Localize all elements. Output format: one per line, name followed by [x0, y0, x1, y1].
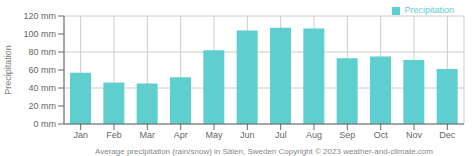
- svg-text:Aug: Aug: [306, 130, 322, 140]
- svg-text:Jan: Jan: [73, 130, 88, 140]
- svg-text:Average precipitation (rain/sn: Average precipitation (rain/snow) in Säl…: [95, 147, 433, 156]
- svg-text:20 mm: 20 mm: [28, 101, 56, 111]
- svg-text:May: May: [205, 130, 223, 140]
- svg-text:Apr: Apr: [174, 130, 188, 140]
- svg-text:Dec: Dec: [439, 130, 456, 140]
- svg-text:80 mm: 80 mm: [28, 47, 56, 57]
- svg-text:Precipitation: Precipitation: [8, 45, 13, 95]
- svg-text:Nov: Nov: [406, 130, 423, 140]
- svg-text:100 mm: 100 mm: [23, 29, 56, 39]
- svg-text:60 mm: 60 mm: [28, 65, 56, 75]
- svg-text:Feb: Feb: [106, 130, 122, 140]
- html-text:Precipitation: Precipitation: [404, 5, 454, 15]
- svg-text:Oct: Oct: [374, 130, 389, 140]
- svg-text:Mar: Mar: [140, 130, 156, 140]
- svg-text:40 mm: 40 mm: [28, 83, 56, 93]
- svg-text:Jul: Jul: [275, 130, 287, 140]
- svg-text:0 mm: 0 mm: [34, 119, 57, 129]
- svg-text:Jun: Jun: [240, 130, 255, 140]
- svg-text:Sep: Sep: [339, 130, 355, 140]
- svg-text:120 mm: 120 mm: [23, 11, 56, 21]
